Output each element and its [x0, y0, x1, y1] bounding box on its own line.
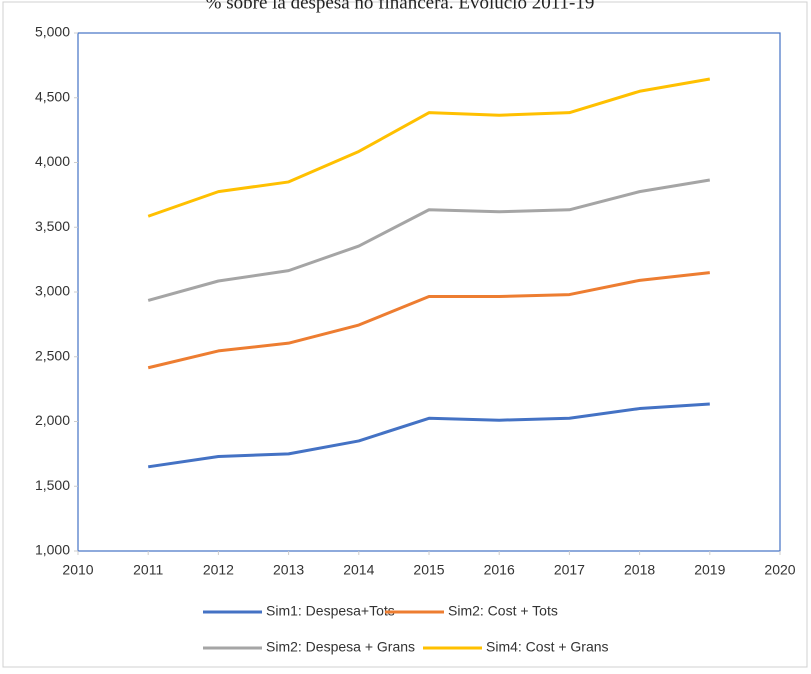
y-tick-label: 4,500 [35, 88, 70, 104]
y-tick-label: 3,000 [35, 283, 70, 299]
legend-label: Sim2: Cost + Tots [448, 603, 558, 619]
x-tick-label: 2013 [273, 562, 304, 578]
y-tick-label: 3,500 [35, 218, 70, 234]
x-tick-label: 2018 [624, 562, 655, 578]
x-tick-label: 2014 [343, 562, 374, 578]
chart-title: % sobre la despesa no financera. Evoluci… [206, 0, 595, 13]
x-tick-label: 2011 [133, 562, 163, 578]
x-tick-label: 2015 [413, 562, 444, 578]
series-line [147, 402, 710, 469]
legend-label: Sim1: Despesa+Tots [266, 603, 395, 619]
y-tick-label: 2,500 [35, 347, 70, 363]
x-tick-label: 2019 [694, 562, 725, 578]
y-tick-label: 4,000 [35, 153, 70, 169]
y-tick-label: 1,000 [35, 542, 70, 558]
series-line [147, 178, 711, 302]
y-tick-label: 1,500 [35, 477, 70, 493]
x-tick-label: 2012 [203, 562, 234, 578]
x-tick-label: 2017 [554, 562, 585, 578]
legend-label: Sim2: Despesa + Grans [266, 639, 415, 655]
y-tick-label: 2,000 [35, 412, 70, 428]
x-tick-label: 2010 [62, 562, 93, 578]
y-tick-label: 5,000 [35, 24, 70, 40]
series-line [147, 77, 711, 218]
series-line [147, 271, 710, 370]
x-tick-label: 2020 [764, 562, 795, 578]
legend-label: Sim4: Cost + Grans [486, 639, 609, 655]
x-tick-label: 2016 [484, 562, 515, 578]
